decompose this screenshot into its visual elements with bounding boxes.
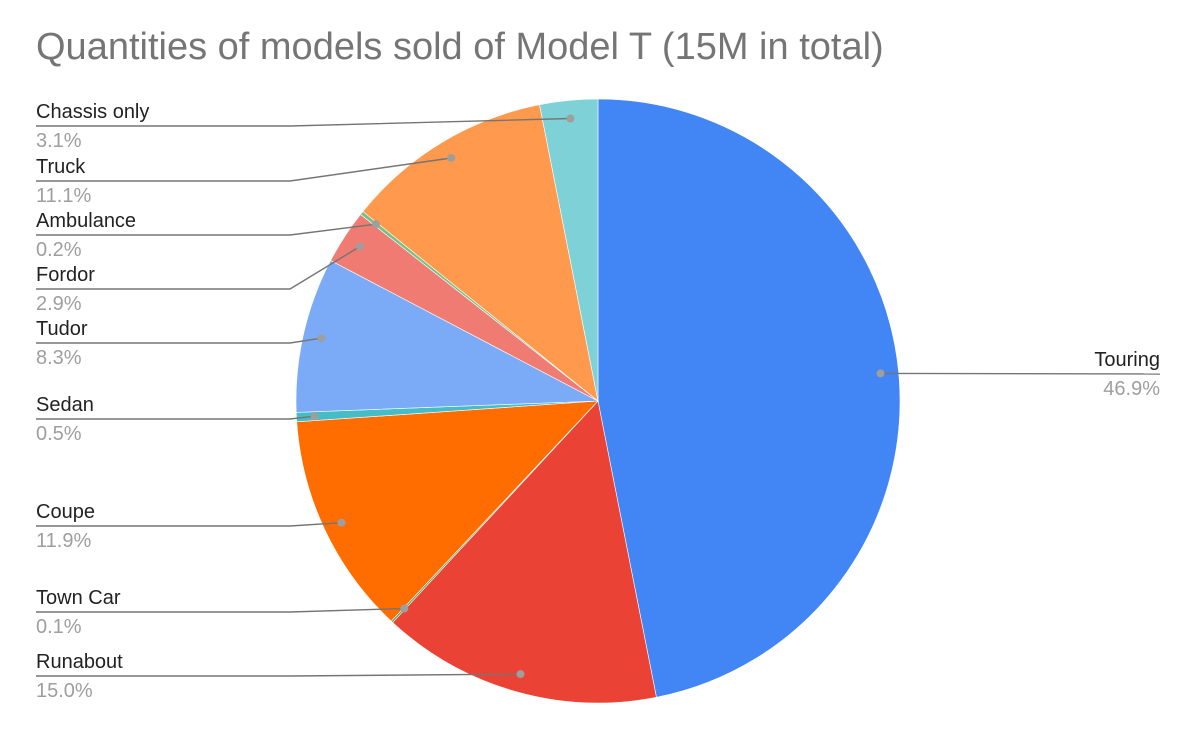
slice-label-ambulance: Ambulance [36,210,136,232]
callout-line-runabout [36,673,521,677]
slice-label-fordor: Fordor [36,264,95,286]
callout-line-touring [880,372,1161,375]
slice-percent-touring: 46.9% [1103,378,1160,400]
slice-label-runabout: Runabout [36,651,123,673]
pie-slice-coupe[interactable] [296,400,599,622]
callout-line-fordor [36,246,361,290]
slice-percent-ambulance: 0.2% [36,239,82,261]
pie-callouts: Touring 46.9% Runabout 15.0% Town Car 0.1% Cou… [36,101,1160,702]
slice-percent-truck: 11.1% [36,185,91,207]
slice-percent-runabout: 15.0% [36,680,93,702]
callout-line-truck [36,157,452,182]
callout-line-town-car [36,607,405,613]
callout-line-chassis-only [36,117,571,127]
callout-dot-coupe [337,518,346,527]
pie-slice-chassis-only[interactable] [539,98,599,402]
callout-dot-truck [447,154,456,162]
callout-dot-runabout [516,670,525,679]
slice-label-town-car: Town Car [36,587,121,609]
callout-dot-chassis-only [566,114,575,123]
callout-dot-ambulance [371,220,380,229]
slice-percent-fordor: 2.9% [36,293,82,315]
callout-dot-sedan [310,412,319,421]
chart-title: Quantities of models sold of Model T (15… [36,26,884,68]
callout-line-coupe [36,522,342,527]
callout-line-tudor [36,337,322,344]
slice-label-sedan: Sedan [36,394,94,416]
slice-label-tudor: Tudor [36,318,88,340]
slice-label-chassis-only: Chassis only [36,101,149,123]
slice-percent-town-car: 0.1% [36,616,82,638]
callout-dot-tudor [317,334,326,343]
pie-slice-touring[interactable] [597,98,901,698]
pie-slice-truck[interactable] [362,104,599,402]
pie-slice-runabout[interactable] [392,400,657,704]
pie-slices [295,98,901,704]
slice-label-touring: Touring [1094,349,1160,371]
slice-percent-tudor: 8.3% [36,347,82,369]
slice-label-truck: Truck [36,156,86,178]
slice-label-coupe: Coupe [36,501,95,523]
callout-dot-fordor [355,242,364,251]
slice-percent-sedan: 0.5% [36,423,82,445]
callout-dot-touring [876,369,885,378]
slice-percent-chassis-only: 3.1% [36,130,82,152]
slice-percent-coupe: 11.9% [36,530,91,552]
callout-dot-town-car [400,604,409,613]
callout-line-ambulance [36,223,376,236]
callout-line-sedan [36,415,315,420]
